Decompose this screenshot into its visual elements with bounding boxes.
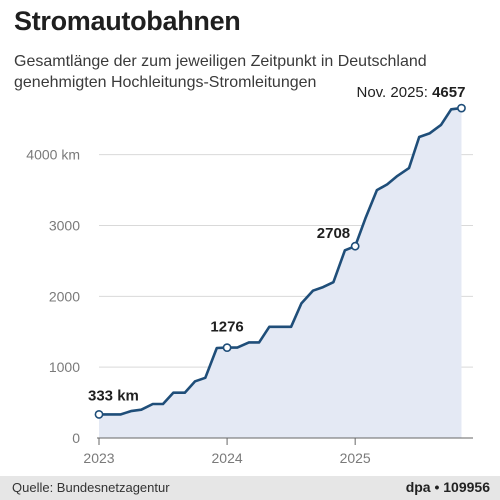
credit-text: dpa • 109956 <box>405 479 490 495</box>
chart-subtitle: Gesamtlänge der zum jeweiligen Zeitpunkt… <box>14 53 427 91</box>
x-tick-label: 2024 <box>212 450 243 466</box>
data-point-marker <box>94 410 104 419</box>
chart-title: Stromautobahnen <box>14 6 241 36</box>
y-tick-label: 1000 <box>49 359 80 375</box>
y-tick-label: 4000 km <box>26 147 80 163</box>
y-tick-label: 2000 <box>49 288 80 304</box>
annotation-labels: 333 km 1276 2708 Nov. 2025: 4657 <box>88 84 465 404</box>
data-label-prefix: Nov. 2025: <box>356 84 432 101</box>
x-tick-label: 2025 <box>340 450 371 466</box>
axes <box>97 437 473 445</box>
area-chart: 333 km 1276 2708 Nov. 2025: 4657 0 1000 2000 3… <box>26 84 473 466</box>
annotation-markers <box>94 103 466 419</box>
footer-bar: Quelle: Bundesnetzagentur dpa • 109956 <box>0 476 500 500</box>
data-point-marker <box>457 103 466 113</box>
data-label-value: 333 km <box>88 387 139 404</box>
data-point-marker <box>350 241 360 251</box>
y-tick-label: 3000 <box>49 218 80 234</box>
area-fill <box>99 108 462 438</box>
data-label-value: 2708 <box>317 225 350 242</box>
data-label: 1276 <box>210 319 243 336</box>
series-line-layer <box>99 106 462 416</box>
source-text: Quelle: Bundesnetzagentur <box>12 480 170 495</box>
series-line <box>99 106 462 416</box>
x-tick-label: 2023 <box>83 450 114 466</box>
area-fill-layer <box>99 108 462 438</box>
y-tick-label: 0 <box>72 430 80 446</box>
data-label: 2708 <box>317 225 350 242</box>
data-label: Nov. 2025: 4657 <box>356 84 465 101</box>
tick-labels: 0 1000 2000 3000 4000 km 2023 2024 2025 <box>26 147 371 466</box>
data-point-marker <box>222 343 232 353</box>
data-label: 333 km <box>88 387 139 404</box>
data-label-value: 1276 <box>210 319 243 336</box>
data-label-value: 4657 <box>432 84 465 101</box>
